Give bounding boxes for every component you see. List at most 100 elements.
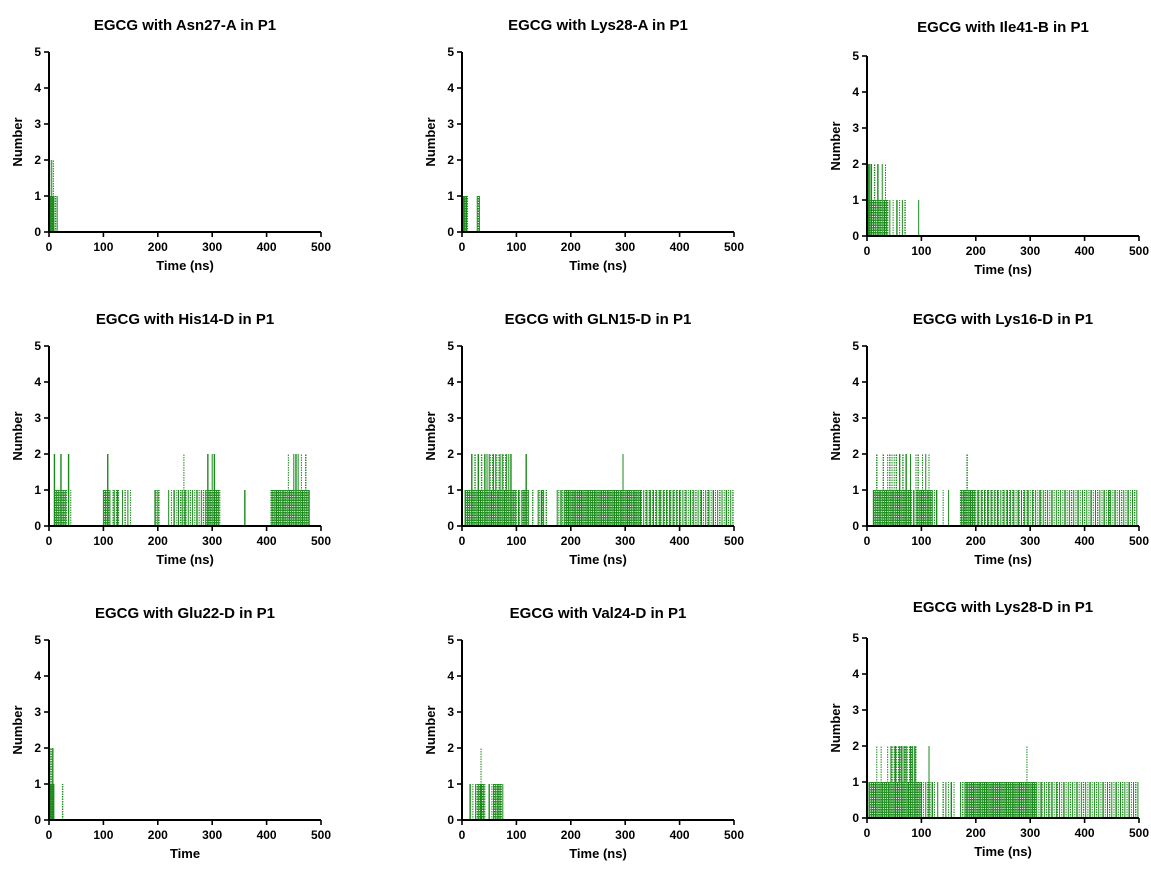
x-axis-label: Time (ns) (156, 552, 214, 567)
x-tick-label: 300 (1020, 826, 1040, 840)
series-bars (872, 454, 1138, 526)
y-tick-label: 4 (447, 669, 454, 683)
x-tick-label: 100 (506, 534, 526, 548)
chart-title: EGCG with Ile41-B in P1 (917, 19, 1089, 36)
x-axis-label: Time (ns) (974, 262, 1032, 277)
y-tick-label: 2 (852, 157, 859, 171)
y-tick-label: 4 (852, 375, 859, 389)
chart-panel-8: EGCG with Val24-D in P1 0 1 2 3 4 5 0 100 200 300 4… (423, 605, 744, 861)
y-tick-label: 2 (447, 447, 454, 461)
chart-panel-3: EGCG with Ile41-B in P1 0 1 2 3 4 5 0 100 200 300 4… (828, 19, 1149, 277)
y-axis-label: Number (423, 705, 438, 754)
chart-title: EGCG with Lys28-D in P1 (913, 599, 1093, 616)
x-tick-label: 200 (966, 534, 986, 548)
chart-title: EGCG with GLN15-D in P1 (505, 311, 692, 328)
y-tick-label: 2 (852, 739, 859, 753)
chart-panel-1: EGCG with Asn27-A in P1 0 1 2 3 4 5 0 100 200 300 4… (10, 17, 331, 273)
x-tick-label: 400 (1075, 244, 1095, 258)
y-axis-label: Number (828, 121, 843, 170)
y-tick-label: 4 (34, 81, 41, 95)
chart-title: EGCG with His14-D in P1 (96, 311, 274, 328)
y-tick-label: 0 (34, 225, 41, 239)
x-axis-label: Time (ns) (974, 552, 1032, 567)
x-tick-label: 400 (257, 828, 277, 842)
series-bars (464, 454, 734, 526)
series-bars (48, 160, 58, 232)
x-tick-label: 400 (1075, 534, 1095, 548)
y-tick-label: 0 (34, 813, 41, 827)
y-tick-label: 2 (34, 153, 41, 167)
y-tick-label: 5 (852, 49, 859, 63)
x-tick-label: 0 (459, 534, 466, 548)
y-tick-label: 5 (447, 633, 454, 647)
y-tick-label: 1 (34, 483, 41, 497)
x-tick-label: 100 (506, 828, 526, 842)
x-tick-label: 500 (1129, 244, 1149, 258)
chart-title: EGCG with Val24-D in P1 (510, 605, 687, 622)
y-tick-label: 3 (34, 411, 41, 425)
y-tick-label: 5 (34, 633, 41, 647)
y-tick-label: 3 (852, 121, 859, 135)
y-tick-label: 0 (852, 811, 859, 825)
y-tick-label: 2 (852, 447, 859, 461)
x-axis-label: Time (ns) (569, 552, 627, 567)
x-tick-label: 300 (615, 240, 635, 254)
x-tick-label: 400 (670, 828, 690, 842)
y-axis-label: Number (828, 411, 843, 460)
x-tick-label: 300 (202, 828, 222, 842)
x-tick-label: 500 (724, 240, 744, 254)
y-tick-label: 2 (34, 447, 41, 461)
x-tick-label: 400 (1075, 826, 1095, 840)
x-axis-label: Time (170, 846, 200, 861)
y-tick-label: 1 (447, 777, 454, 791)
chart-panel-5: EGCG with GLN15-D in P1 0 1 2 3 4 5 0 100 200 300 4… (423, 311, 744, 567)
x-tick-label: 0 (46, 534, 53, 548)
x-tick-label: 500 (311, 240, 331, 254)
x-tick-label: 100 (93, 828, 113, 842)
y-tick-label: 2 (447, 741, 454, 755)
y-tick-label: 3 (447, 117, 454, 131)
x-tick-label: 500 (724, 828, 744, 842)
y-tick-label: 1 (447, 189, 454, 203)
x-tick-label: 500 (1129, 534, 1149, 548)
y-tick-label: 4 (447, 81, 454, 95)
y-tick-label: 1 (852, 483, 859, 497)
x-tick-label: 200 (148, 240, 168, 254)
x-tick-label: 200 (148, 828, 168, 842)
chart-title: EGCG with Lys16-D in P1 (913, 311, 1093, 328)
x-tick-label: 400 (670, 534, 690, 548)
y-tick-label: 3 (34, 117, 41, 131)
x-tick-label: 0 (46, 828, 53, 842)
x-tick-label: 300 (1020, 244, 1040, 258)
x-tick-label: 500 (1129, 826, 1149, 840)
chart-panel-7: EGCG with Glu22-D in P1 0 1 2 3 4 5 0 100 200 300 4… (10, 605, 331, 861)
x-axis-label: Time (ns) (974, 844, 1032, 859)
y-tick-label: 4 (34, 375, 41, 389)
series-bars (53, 454, 310, 526)
x-tick-label: 0 (459, 828, 466, 842)
y-tick-label: 0 (447, 813, 454, 827)
x-tick-label: 200 (561, 534, 581, 548)
x-tick-label: 300 (1020, 534, 1040, 548)
x-tick-label: 500 (311, 828, 331, 842)
y-tick-label: 2 (447, 153, 454, 167)
chart-panel-4: EGCG with His14-D in P1 0 1 2 3 4 5 0 100 200 300 4… (10, 311, 331, 567)
x-axis-label: Time (ns) (569, 258, 627, 273)
x-tick-label: 200 (561, 240, 581, 254)
x-tick-label: 300 (615, 534, 635, 548)
x-tick-label: 100 (93, 240, 113, 254)
y-tick-label: 3 (447, 411, 454, 425)
x-tick-label: 400 (670, 240, 690, 254)
x-tick-label: 500 (311, 534, 331, 548)
y-tick-label: 1 (447, 483, 454, 497)
x-tick-label: 100 (93, 534, 113, 548)
x-axis-label: Time (ns) (569, 846, 627, 861)
chart-title: EGCG with Glu22-D in P1 (95, 605, 275, 622)
x-tick-label: 200 (148, 534, 168, 548)
y-tick-label: 5 (34, 45, 41, 59)
y-tick-label: 3 (852, 703, 859, 717)
y-tick-label: 4 (34, 669, 41, 683)
y-axis-label: Number (423, 411, 438, 460)
y-tick-label: 1 (852, 193, 859, 207)
x-axis-label: Time (ns) (156, 258, 214, 273)
